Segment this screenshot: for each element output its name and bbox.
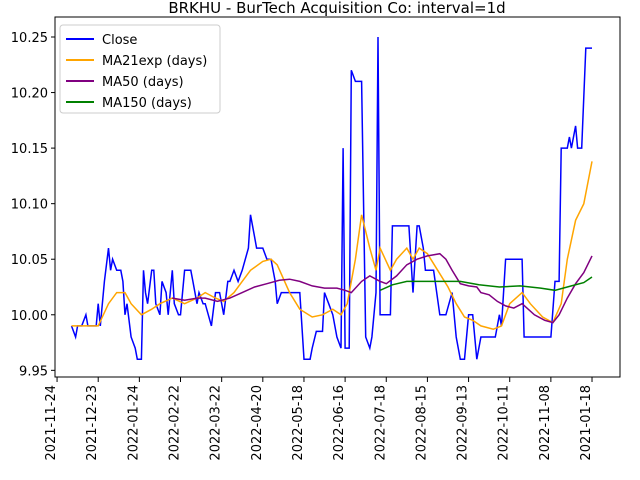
x-tick-label: 2022-05-18 xyxy=(291,385,306,461)
x-tick-label: 2021-12-23 xyxy=(85,385,100,461)
x-tick-label: 2021-11-24 xyxy=(44,385,59,461)
series-line xyxy=(379,276,593,292)
plot-frame xyxy=(54,16,621,378)
chart-title: BRKHU - BurTech Acquisition Co: interval… xyxy=(168,0,505,17)
x-tick-label: 2022-02-22 xyxy=(168,385,183,461)
y-tick-label: 10.20 xyxy=(11,87,48,102)
x-tick-label: 2022-09-13 xyxy=(456,385,471,461)
y-tick-label: 10.05 xyxy=(11,253,48,268)
y-tick-label: 10.15 xyxy=(11,142,48,157)
legend-label: MA150 (days) xyxy=(102,96,192,111)
y-tick-label: 10.10 xyxy=(11,198,48,213)
series-line xyxy=(70,36,592,360)
x-tick-label: 2022-06-16 xyxy=(332,385,347,461)
y-tick-label: 9.95 xyxy=(19,364,48,379)
x-tick-label: 2022-11-08 xyxy=(538,385,553,461)
x-tick-label: 2022-01-24 xyxy=(126,385,141,461)
x-tick-label: 2022-03-22 xyxy=(209,385,224,461)
y-tick-label: 10.00 xyxy=(11,309,48,324)
series-line xyxy=(172,252,593,324)
legend-label: MA50 (days) xyxy=(102,75,184,90)
x-tick-label: 2022-04-20 xyxy=(250,385,265,461)
x-tick-label: 2021-01-18 xyxy=(579,385,594,461)
x-tick-label: 2022-08-15 xyxy=(414,385,429,461)
series-line xyxy=(71,161,593,330)
legend-label: MA21exp (days) xyxy=(102,54,207,69)
legend-box xyxy=(59,24,221,114)
x-tick-label: 2022-10-11 xyxy=(497,385,512,461)
legend: Close MA21exp (days) MA50 (days) MA150 (day… xyxy=(59,24,221,114)
y-tick-label: 10.25 xyxy=(11,31,48,46)
legend-label: Close xyxy=(102,33,137,48)
x-tick-label: 2022-07-18 xyxy=(373,385,388,461)
